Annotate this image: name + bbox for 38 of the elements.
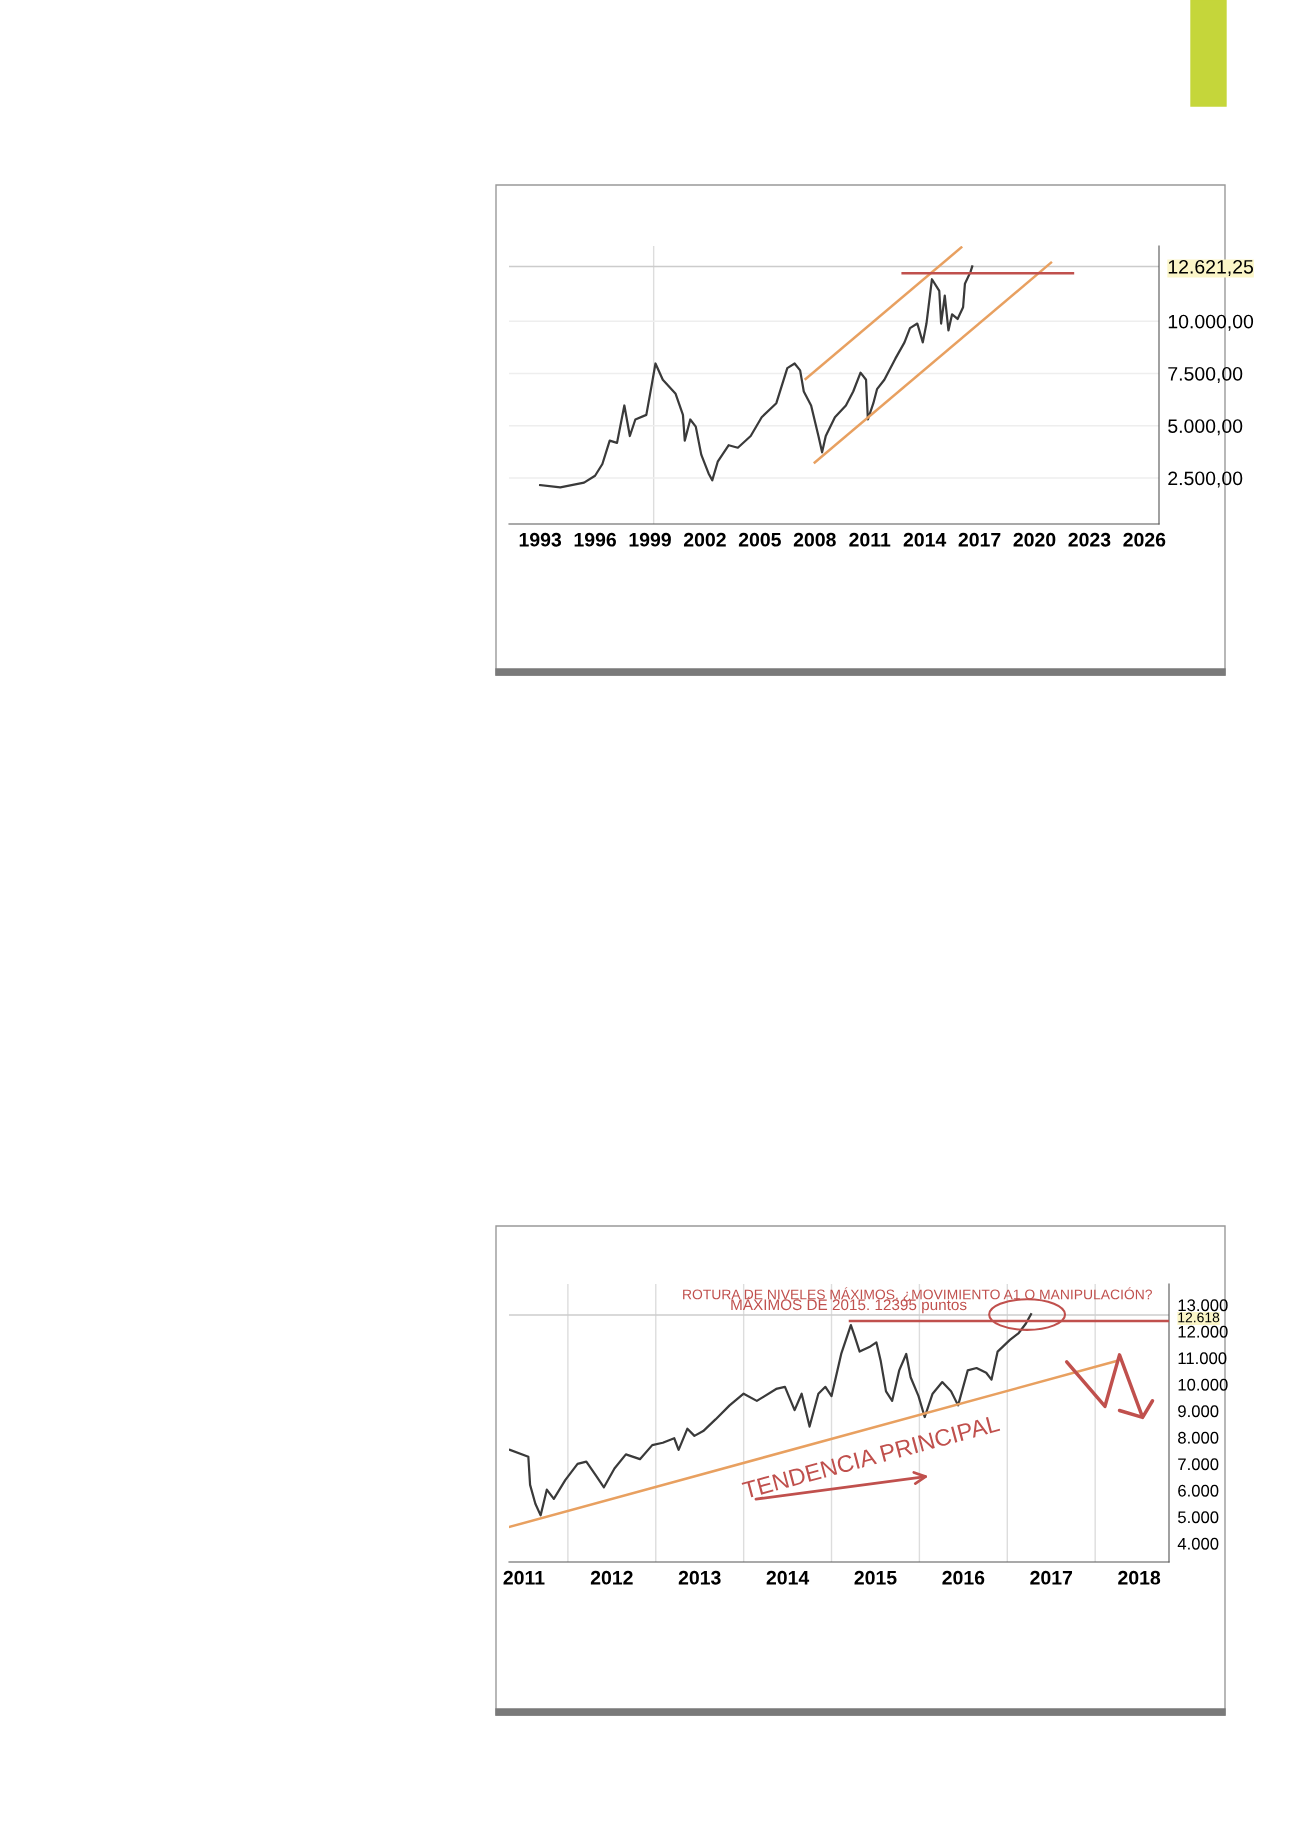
- y-tick-label: 10.000: [1178, 1378, 1228, 1391]
- y-tick-label: 7.500,00: [1168, 366, 1243, 384]
- x-tick-label: 2002: [683, 532, 726, 547]
- x-tick-label: 2018: [1118, 1570, 1161, 1585]
- x-tick-label: 1999: [629, 532, 671, 547]
- x-tick-label: 2014: [766, 1570, 810, 1585]
- y-tick-label: 12.000: [1178, 1325, 1228, 1338]
- x-tick-label: 2011: [503, 1570, 545, 1585]
- y-tick-label: 9.000: [1178, 1405, 1219, 1418]
- x-tick-label: 2020: [1013, 532, 1056, 547]
- y-tick-label: 10.000,00: [1168, 314, 1254, 331]
- x-tick-label: 2012: [590, 1570, 633, 1585]
- line-series: [509, 1313, 1033, 1517]
- x-tick-label: 2016: [942, 1570, 985, 1585]
- x-tick-label: 2005: [738, 532, 781, 547]
- line-series: [539, 265, 974, 489]
- x-tick-label: 2017: [1030, 1570, 1073, 1585]
- y-tick-label: 5.000,00: [1168, 419, 1243, 436]
- y-tick-label: 4.000: [1177, 1537, 1219, 1550]
- y-tick-label: 5.000: [1178, 1511, 1219, 1524]
- ref-line-label: 12.621,25: [1168, 259, 1254, 276]
- x-tick-label: 1993: [519, 532, 562, 547]
- x-tick-label: 2008: [793, 532, 836, 547]
- y-tick-label: 6.000: [1178, 1484, 1219, 1497]
- x-tick-label: 1996: [574, 532, 616, 547]
- x-tick-label: 2011: [849, 532, 891, 547]
- y-tick-label: 7.000: [1178, 1458, 1219, 1471]
- x-tick-label: 2013: [678, 1570, 721, 1585]
- y-tick-label: 8.000: [1178, 1431, 1219, 1444]
- x-tick-label: 2015: [854, 1570, 897, 1585]
- ref-line-label: 12.618: [1178, 1312, 1220, 1323]
- x-tick-label: 2017: [958, 532, 1001, 547]
- x-tick-label: 2014: [903, 532, 947, 547]
- y-tick-label: 2.500,00: [1168, 471, 1243, 488]
- y-tick-label: 13.000: [1178, 1299, 1228, 1312]
- x-tick-label: 2023: [1068, 532, 1111, 547]
- y-tick-label: 11.000: [1178, 1352, 1227, 1365]
- x-tick-label: 2026: [1123, 532, 1166, 547]
